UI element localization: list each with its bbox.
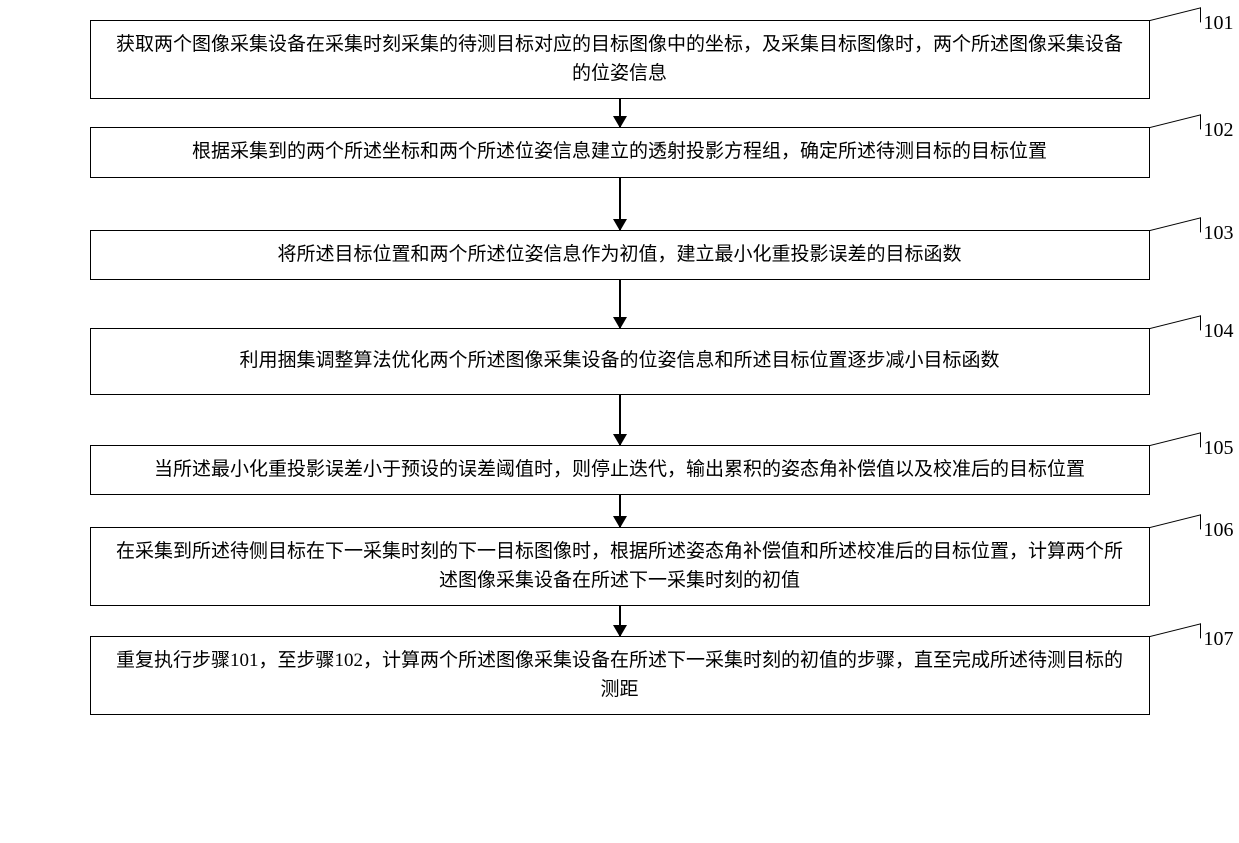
step-label: 102	[1204, 119, 1234, 142]
step-row-107: 重复执行步骤101，至步骤102，计算两个所述图像采集设备在所述下一采集时刻的初…	[40, 636, 1199, 715]
step-box-106: 在采集到所述待侧目标在下一采集时刻的下一目标图像时，根据所述姿态角补偿值和所述校…	[90, 527, 1150, 606]
step-label: 106	[1204, 519, 1234, 542]
step-text: 利用捆集调整算法优化两个所述图像采集设备的位姿信息和所述目标位置逐步减小目标函数	[239, 347, 999, 376]
step-text: 当所述最小化重投影误差小于预设的误差阈值时，则停止迭代，输出累积的姿态角补偿值以…	[154, 456, 1085, 485]
step-box-102: 根据采集到的两个所述坐标和两个所述位姿信息建立的透射投影方程组，确定所述待测目标…	[90, 127, 1150, 178]
leader-line	[1150, 20, 1200, 38]
leader-line	[1150, 127, 1200, 145]
step-row-102: 根据采集到的两个所述坐标和两个所述位姿信息建立的透射投影方程组，确定所述待测目标…	[40, 127, 1199, 178]
step-label: 105	[1204, 437, 1234, 460]
step-text: 将所述目标位置和两个所述位姿信息作为初值，建立最小化重投影误差的目标函数	[277, 241, 961, 270]
step-label-wrap-106: 106	[1150, 527, 1234, 545]
step-row-103: 将所述目标位置和两个所述位姿信息作为初值，建立最小化重投影误差的目标函数 103	[40, 230, 1199, 281]
step-text: 获取两个图像采集设备在采集时刻采集的待测目标对应的目标图像中的坐标，及采集目标图…	[109, 31, 1131, 88]
step-text: 重复执行步骤101，至步骤102，计算两个所述图像采集设备在所述下一采集时刻的初…	[109, 647, 1131, 704]
step-box-101: 获取两个图像采集设备在采集时刻采集的待测目标对应的目标图像中的坐标，及采集目标图…	[90, 20, 1150, 99]
step-row-106: 在采集到所述待侧目标在下一采集时刻的下一目标图像时，根据所述姿态角补偿值和所述校…	[40, 527, 1199, 606]
step-row-104: 利用捆集调整算法优化两个所述图像采集设备的位姿信息和所述目标位置逐步减小目标函数…	[40, 328, 1199, 395]
step-label-wrap-107: 107	[1150, 636, 1234, 654]
step-row-101: 获取两个图像采集设备在采集时刻采集的待测目标对应的目标图像中的坐标，及采集目标图…	[40, 20, 1199, 99]
step-label: 101	[1204, 12, 1234, 35]
arrow-down-icon	[619, 395, 621, 445]
arrow-down-icon	[619, 495, 621, 527]
step-box-103: 将所述目标位置和两个所述位姿信息作为初值，建立最小化重投影误差的目标函数	[90, 230, 1150, 281]
step-label: 107	[1204, 628, 1234, 651]
step-label-wrap-104: 104	[1150, 328, 1234, 346]
arrow-down-icon	[619, 280, 621, 328]
step-label: 103	[1204, 222, 1234, 245]
step-label-wrap-105: 105	[1150, 445, 1234, 463]
step-label: 104	[1204, 320, 1234, 343]
step-label-wrap-101: 101	[1150, 20, 1234, 38]
leader-line	[1150, 328, 1200, 346]
arrow-down-icon	[619, 606, 621, 636]
leader-line	[1150, 445, 1200, 463]
step-text: 在采集到所述待侧目标在下一采集时刻的下一目标图像时，根据所述姿态角补偿值和所述校…	[109, 538, 1131, 595]
leader-line	[1150, 636, 1200, 654]
arrow-down-icon	[619, 178, 621, 230]
step-label-wrap-102: 102	[1150, 127, 1234, 145]
step-row-105: 当所述最小化重投影误差小于预设的误差阈值时，则停止迭代，输出累积的姿态角补偿值以…	[40, 445, 1199, 496]
step-box-105: 当所述最小化重投影误差小于预设的误差阈值时，则停止迭代，输出累积的姿态角补偿值以…	[90, 445, 1150, 496]
step-label-wrap-103: 103	[1150, 230, 1234, 248]
arrow-down-icon	[619, 99, 621, 127]
step-text: 根据采集到的两个所述坐标和两个所述位姿信息建立的透射投影方程组，确定所述待测目标…	[192, 138, 1047, 167]
flowchart-container: 获取两个图像采集设备在采集时刻采集的待测目标对应的目标图像中的坐标，及采集目标图…	[40, 20, 1199, 715]
leader-line	[1150, 527, 1200, 545]
leader-line	[1150, 230, 1200, 248]
step-box-104: 利用捆集调整算法优化两个所述图像采集设备的位姿信息和所述目标位置逐步减小目标函数	[90, 328, 1150, 395]
step-box-107: 重复执行步骤101，至步骤102，计算两个所述图像采集设备在所述下一采集时刻的初…	[90, 636, 1150, 715]
